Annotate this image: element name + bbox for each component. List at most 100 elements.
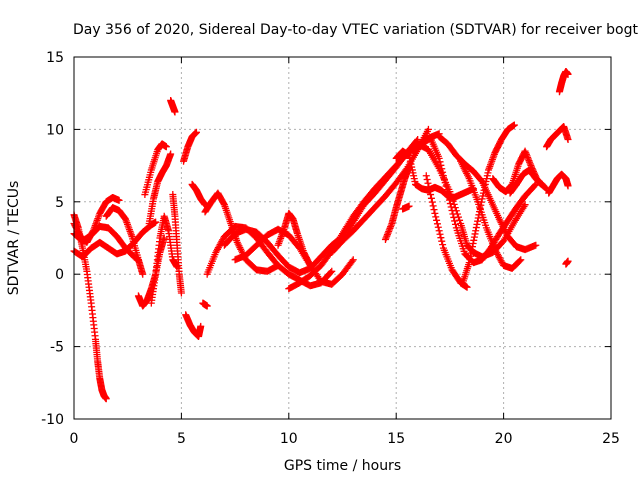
data-point <box>115 196 123 204</box>
data-point <box>517 256 525 264</box>
data-point-track <box>433 220 441 228</box>
series-arc-38 <box>562 257 572 268</box>
axis-ticks: 0 5 10 15 20 25 -10 -5 0 5 10 15 <box>41 50 620 447</box>
data-point <box>171 108 179 116</box>
data-point-track <box>327 268 335 276</box>
series-arc-13 <box>182 311 205 340</box>
data-point <box>192 128 200 136</box>
series-arc-32 <box>457 157 525 272</box>
series-arc-11 <box>169 191 185 297</box>
data-point-track <box>436 230 444 238</box>
series-arc-36 <box>545 170 572 197</box>
data-point-track <box>433 216 441 224</box>
data-point <box>538 180 546 188</box>
series-arc-1 <box>70 211 110 403</box>
series-arc-12 <box>180 128 200 165</box>
data-point-track <box>427 194 435 202</box>
series-arc-31 <box>435 133 540 254</box>
data-points <box>70 67 572 403</box>
data-point-track <box>426 187 434 195</box>
data-point-track <box>439 241 447 249</box>
data-point-track <box>434 223 442 231</box>
plot-frame <box>73 56 612 420</box>
series-arc-30 <box>459 121 518 287</box>
data-point-track <box>432 213 440 221</box>
data-point <box>435 154 443 162</box>
y-tick-label: 0 <box>55 267 64 283</box>
data-point-track <box>428 198 436 206</box>
data-point <box>521 201 529 209</box>
data-point-track <box>429 202 437 210</box>
data-point-track <box>425 183 433 191</box>
x-tick-label: 20 <box>495 431 513 447</box>
data-point <box>446 188 454 196</box>
data-point-track <box>531 182 539 190</box>
series-arc-20 <box>274 209 314 270</box>
data-point-track <box>450 200 458 208</box>
data-point <box>564 70 572 78</box>
data-point <box>349 256 357 264</box>
data-point <box>306 262 314 270</box>
data-point-track <box>452 207 460 215</box>
series-arc-27 <box>409 134 540 267</box>
series-arc-7 <box>141 140 170 199</box>
data-point-track <box>423 176 431 184</box>
series-arc-34 <box>506 166 546 197</box>
x-tick-label: 5 <box>177 431 186 447</box>
series-arc-29 <box>422 172 471 291</box>
series-arc-5 <box>102 204 147 278</box>
y-tick-label: -10 <box>41 412 64 428</box>
data-point <box>405 202 413 210</box>
data-point <box>328 267 336 275</box>
data-point <box>177 289 185 297</box>
data-point-track <box>451 220 459 228</box>
data-point <box>463 283 471 291</box>
series-arc-15 <box>199 299 211 310</box>
x-tick-label: 0 <box>70 431 79 447</box>
data-point-track <box>430 206 438 214</box>
x-tick-label: 25 <box>602 431 620 447</box>
data-point-track <box>435 227 443 235</box>
y-tick-label: 10 <box>46 122 64 138</box>
data-point-track <box>348 257 356 265</box>
data-point-track <box>427 191 435 199</box>
y-tick-label: 5 <box>55 195 64 211</box>
series-arc-9 <box>147 212 181 307</box>
data-point <box>102 395 110 403</box>
series-arc-37 <box>555 67 572 96</box>
data-point <box>532 241 540 249</box>
y-tick-label: 15 <box>46 50 64 66</box>
x-tick-label: 10 <box>280 431 298 447</box>
data-point <box>167 150 175 158</box>
data-point <box>431 209 439 217</box>
series-arc-14 <box>188 180 209 209</box>
series-arc-4 <box>70 218 160 261</box>
series-arc-25 <box>399 202 413 213</box>
series-arc-10 <box>167 96 179 116</box>
data-point <box>564 182 572 190</box>
series-arc-35 <box>543 123 572 151</box>
data-point <box>139 270 147 278</box>
y-axis-label: SDTVAR / TECUs <box>6 181 22 296</box>
series-arc-33 <box>489 147 551 196</box>
data-point-track <box>449 197 457 205</box>
data-point-track <box>437 234 445 242</box>
data-point <box>203 302 211 310</box>
data-point <box>564 136 572 144</box>
data-point-track <box>424 179 432 187</box>
data-point <box>152 218 160 226</box>
data-point <box>422 172 430 180</box>
x-axis-label: GPS time / hours <box>284 458 401 474</box>
data-point <box>564 257 572 265</box>
data-point <box>424 125 432 133</box>
data-point-track <box>453 210 461 218</box>
data-point-track <box>451 204 459 212</box>
data-point <box>197 322 205 330</box>
data-point-track <box>516 257 524 265</box>
data-point-track <box>448 194 456 202</box>
series-arc-3 <box>70 222 142 264</box>
data-point <box>162 143 170 151</box>
data-point-track <box>438 237 446 245</box>
data-point-track <box>454 213 462 221</box>
